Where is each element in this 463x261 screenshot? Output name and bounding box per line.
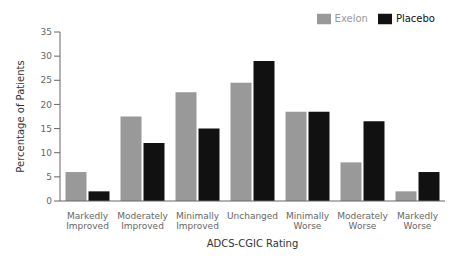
svg-text:ModeratelyWorse: ModeratelyWorse xyxy=(337,211,388,231)
svg-text:MarkedlyImproved: MarkedlyImproved xyxy=(66,211,109,231)
svg-text:MinimallyImproved: MinimallyImproved xyxy=(176,211,220,231)
svg-text:MinimallyWorse: MinimallyWorse xyxy=(286,211,330,231)
svg-text:Percentage of Patients: Percentage of Patients xyxy=(15,60,26,172)
svg-text:15: 15 xyxy=(41,124,52,134)
html-text:Exelon: Exelon xyxy=(334,13,368,24)
svg-text:0: 0 xyxy=(46,196,52,206)
svg-text:ADCS-CGIC Rating: ADCS-CGIC Rating xyxy=(207,238,299,249)
html-text:Placebo: Placebo xyxy=(395,13,435,24)
svg-text:MarkedlyWorse: MarkedlyWorse xyxy=(397,211,439,231)
svg-text:25: 25 xyxy=(41,75,52,85)
svg-text:20: 20 xyxy=(41,100,53,110)
svg-text:Unchanged: Unchanged xyxy=(227,211,278,221)
svg-text:5: 5 xyxy=(46,172,52,182)
svg-text:10: 10 xyxy=(41,148,53,158)
svg-text:35: 35 xyxy=(41,27,52,37)
svg-text:30: 30 xyxy=(41,51,53,61)
svg-text:ModeratelyImproved: ModeratelyImproved xyxy=(117,211,168,231)
